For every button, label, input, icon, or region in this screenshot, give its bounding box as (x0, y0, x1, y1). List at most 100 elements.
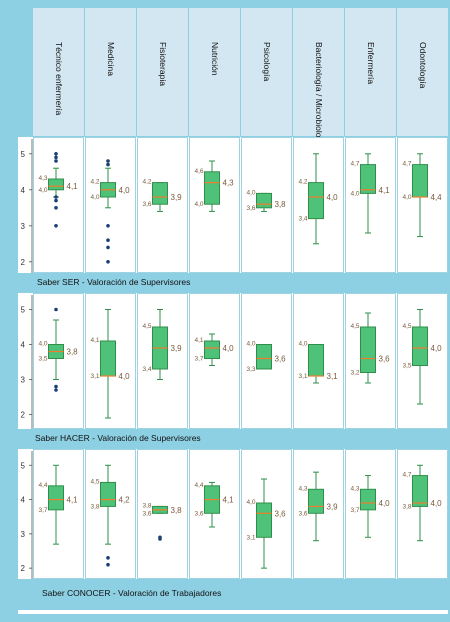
q3-label: 4,2 (90, 179, 99, 186)
q1-label: 3,6 (246, 205, 255, 212)
category-header (33, 8, 84, 136)
outlier-point (106, 562, 110, 567)
q3-label: 4,0 (246, 341, 255, 348)
box (360, 164, 376, 194)
facet-cell (33, 449, 84, 579)
facet-cell (137, 137, 188, 273)
category-header (293, 8, 344, 136)
outlier-point (54, 152, 58, 156)
category-label: Psicología (261, 42, 272, 82)
box (412, 326, 428, 366)
box-group: 4,1 3,7 4,0 (194, 333, 234, 366)
box-group: 4,2 3,6 3,9 (142, 179, 182, 212)
box-group: 4,2 3,4 4,0 (298, 153, 338, 245)
facet-cell (345, 449, 396, 579)
box-group: 4,4 3,7 4,1 (38, 464, 78, 545)
q3-label: 4,5 (90, 478, 99, 485)
outlier-point (106, 556, 110, 560)
q1-label: 3,3 (246, 366, 255, 373)
facet-cell (293, 449, 344, 579)
box-group: 4,1 3,1 4,0 (90, 309, 130, 419)
category-header (137, 8, 188, 136)
y-tick-label: 4 (21, 341, 26, 350)
y-tick-label: 2 (21, 564, 26, 573)
box (100, 481, 116, 507)
q3-label: 4,0 (298, 341, 307, 348)
q3-label: 4,5 (402, 323, 411, 330)
boxplot-panel: 2 3 4 5 4,0 3,5 3,8 4,1 3,1 4,0 4,5 3,4 3,9 4,1 3,7 4,0… (21, 295, 443, 429)
q1-label: 3,4 (298, 216, 307, 223)
outlier-point (106, 224, 110, 228)
box (48, 178, 64, 191)
outlier-point (54, 159, 58, 163)
y-tick-label: 4 (21, 186, 26, 195)
category-header (189, 8, 240, 136)
box (360, 326, 376, 373)
facet-cell (189, 137, 240, 273)
q1-label: 3,6 (142, 201, 151, 208)
category-label: Técnico enfermería (53, 42, 64, 116)
outlier-point (106, 162, 110, 167)
box (204, 171, 220, 205)
category-header (397, 8, 448, 136)
q3-label: 4,0 (38, 341, 47, 348)
panel-title: Saber CONOCER - Valoración de Trabajador… (42, 588, 222, 598)
q1-label: 3,7 (194, 356, 203, 363)
q1-label: 4,0 (38, 187, 47, 194)
q3-label: 4,2 (298, 179, 307, 186)
q1-label: 4,0 (350, 190, 359, 197)
q1-label: 3,6 (298, 510, 307, 517)
box (360, 488, 376, 511)
box (100, 340, 116, 377)
facet-cell (189, 293, 240, 429)
panel-title: Saber SER - Valoración de Supervisores (37, 277, 191, 287)
box (256, 502, 272, 538)
box-group: 4,7 4,0 4,4 (402, 153, 442, 238)
outlier-point (106, 260, 110, 264)
mean-label: 4,2 (119, 496, 131, 505)
outlier-point (158, 537, 162, 541)
q1-label: 3,5 (402, 363, 411, 370)
y-tick-label: 2 (21, 258, 26, 267)
outlier-point (54, 198, 58, 203)
q3-label: 4,5 (350, 323, 359, 330)
box-group: 4,3 3,6 3,9 (298, 471, 338, 542)
q3-label: 3,8 (142, 502, 151, 509)
box (412, 164, 428, 198)
facet-cell (137, 449, 188, 579)
box (152, 182, 168, 205)
q1-label: 3,6 (194, 510, 203, 517)
q1-label: 3,4 (142, 366, 151, 373)
box (48, 485, 64, 511)
q3-label: 4,1 (90, 337, 99, 344)
q3-label: 4,6 (194, 168, 203, 175)
q1-label: 3,6 (142, 510, 151, 517)
mean-label: 4,0 (119, 186, 131, 195)
mean-label: 3,6 (275, 509, 287, 518)
q1-label: 3,8 (90, 503, 99, 510)
q3-label: 4,2 (142, 179, 151, 186)
facet-cell (345, 137, 396, 273)
q3-label: 4,7 (402, 161, 411, 168)
mean-label: 3,9 (171, 193, 183, 202)
category-label: Medicina (105, 42, 116, 77)
facet-cell (33, 293, 84, 429)
facet-cell (85, 137, 136, 273)
q1-label: 3,7 (350, 507, 359, 514)
box-group: 4,6 4,0 4,3 (194, 160, 234, 212)
box-group: 4,3 4,0 4,1 (38, 152, 78, 228)
category-header (241, 8, 292, 136)
mean-label: 3,8 (67, 348, 79, 357)
y-tick-label: 3 (21, 530, 26, 539)
mean-label: 4,0 (431, 344, 443, 353)
category-label: Bacteriología / Microbiología (313, 42, 324, 150)
box (256, 192, 272, 209)
box (308, 182, 324, 220)
q3-label: 4,4 (194, 482, 203, 489)
y-tick-label: 5 (21, 461, 26, 470)
q1-label: 3,1 (246, 534, 255, 541)
box (308, 344, 324, 377)
